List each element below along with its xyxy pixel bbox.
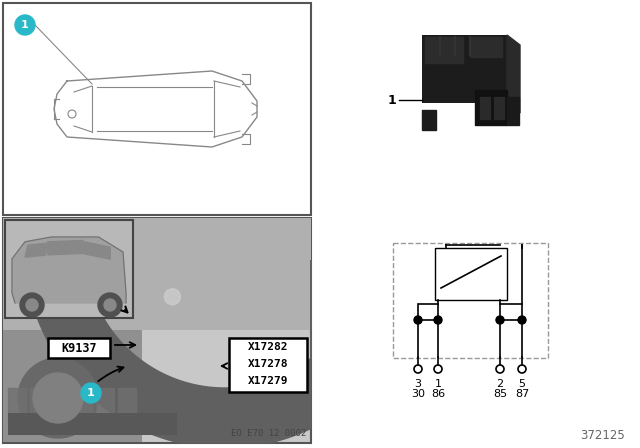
Bar (8, 413, 177, 435)
Circle shape (496, 316, 504, 324)
Circle shape (518, 316, 526, 324)
Circle shape (434, 365, 442, 373)
Bar (3, 218, 311, 443)
Text: 1: 1 (21, 20, 29, 30)
Text: 86: 86 (431, 389, 445, 399)
Polygon shape (48, 241, 83, 255)
Text: X17282: X17282 (248, 342, 288, 352)
Text: 1: 1 (435, 379, 442, 389)
Bar (422, 110, 436, 130)
Bar (507, 97, 519, 125)
Text: 1: 1 (388, 94, 396, 107)
Circle shape (18, 358, 98, 438)
Polygon shape (475, 90, 507, 125)
Bar (470, 37, 502, 57)
Circle shape (518, 365, 526, 373)
Text: X17279: X17279 (248, 376, 288, 386)
Bar (74, 388, 92, 423)
Bar (500, 304, 522, 320)
Bar (96, 388, 114, 423)
Polygon shape (84, 242, 110, 259)
Bar (494, 97, 504, 119)
Text: 3: 3 (415, 379, 422, 389)
Circle shape (434, 316, 442, 324)
Circle shape (68, 110, 76, 118)
Polygon shape (28, 260, 311, 443)
Circle shape (496, 365, 504, 373)
Text: K9137: K9137 (61, 341, 97, 354)
Bar (5, 220, 133, 318)
Circle shape (414, 316, 422, 324)
Bar (3, 330, 141, 442)
Circle shape (26, 299, 38, 311)
Text: 2: 2 (497, 379, 504, 389)
Circle shape (20, 293, 44, 317)
Bar (435, 248, 507, 300)
Text: EO E70 12 0002: EO E70 12 0002 (231, 429, 306, 438)
Text: 85: 85 (493, 389, 507, 399)
Polygon shape (25, 243, 48, 257)
Text: 30: 30 (411, 389, 425, 399)
Circle shape (81, 383, 101, 403)
Bar (480, 97, 490, 119)
Circle shape (33, 373, 83, 423)
Circle shape (15, 15, 35, 35)
Bar (52, 388, 70, 423)
Circle shape (98, 293, 122, 317)
Circle shape (414, 365, 422, 373)
Bar (3, 3, 311, 215)
Bar (30, 388, 48, 423)
Bar (48, 338, 110, 358)
Bar (393, 243, 548, 358)
Text: 87: 87 (515, 389, 529, 399)
Text: 1: 1 (87, 388, 95, 398)
Text: 5: 5 (518, 379, 525, 389)
Polygon shape (12, 237, 126, 303)
Circle shape (164, 289, 180, 305)
Bar (229, 338, 307, 392)
Polygon shape (507, 35, 520, 113)
Circle shape (104, 299, 116, 311)
Bar (118, 388, 136, 423)
Bar (425, 37, 463, 63)
Text: 372125: 372125 (580, 429, 625, 442)
Bar (418, 304, 438, 320)
Text: X17278: X17278 (248, 359, 288, 369)
Bar (3, 218, 311, 330)
Bar (422, 35, 507, 103)
Bar (8, 388, 26, 423)
